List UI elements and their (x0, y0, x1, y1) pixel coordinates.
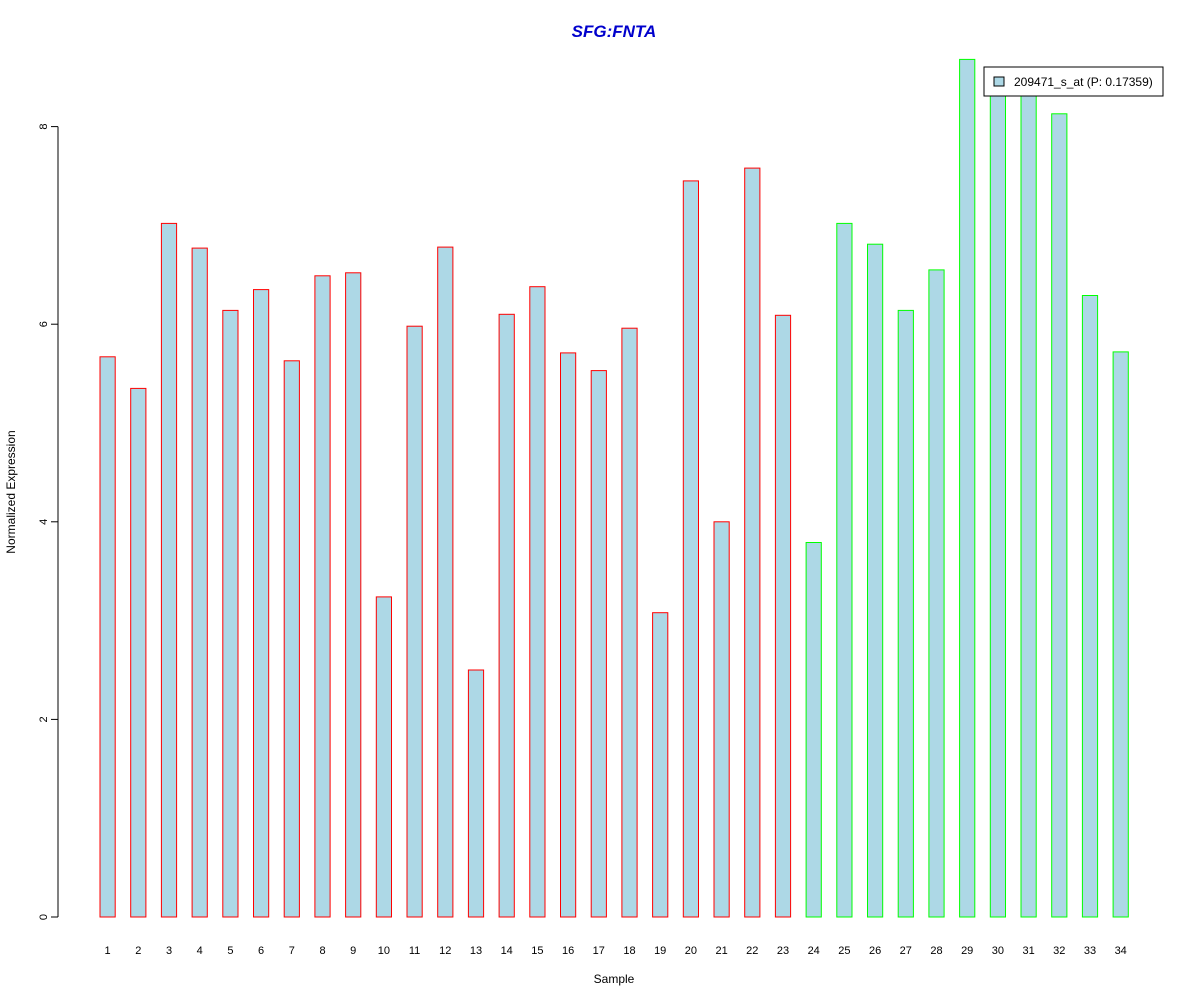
x-tick-label: 22 (746, 945, 758, 957)
bar-sample-1 (99, 356, 116, 918)
bar-sample-27 (897, 309, 914, 918)
x-tick-label: 20 (685, 945, 697, 957)
bar-sample-20 (682, 180, 699, 918)
bar-sample-19 (652, 612, 669, 918)
legend-box (983, 66, 1164, 97)
y-axis-label: Normalized Expression (4, 430, 18, 553)
x-tick-labels: 1 2 3 4 5 6 7 8 9 10 11 12 13 14 15 16 17 18 19 20 21 22 23 24 2… (105, 945, 1127, 957)
legend-label: 209471_s_at (P: 0.17359) (1014, 75, 1153, 89)
x-tick-label: 34 (1115, 945, 1127, 957)
bar-sample-7 (283, 360, 300, 918)
bar-sample-30 (989, 91, 1006, 918)
x-tick-label: 2 (135, 945, 141, 957)
x-tick-label: 11 (409, 945, 420, 957)
bar-sample-13 (467, 669, 485, 918)
x-tick-label: 13 (470, 945, 482, 957)
legend-swatch (993, 76, 1005, 87)
bar-sample-6 (253, 289, 270, 918)
x-tick-label: 18 (623, 945, 635, 957)
x-tick-label: 14 (501, 945, 513, 957)
bar-sample-28 (928, 269, 945, 918)
x-tick-label: 33 (1084, 945, 1096, 957)
x-tick-label: 30 (992, 945, 1004, 957)
x-tick-label: 21 (715, 945, 727, 957)
bar-sample-26 (867, 243, 884, 918)
bar-sample-18 (621, 327, 638, 918)
y-tick-label: 0 (38, 914, 50, 920)
x-tick-label: 24 (808, 945, 820, 957)
bar-sample-5 (222, 309, 239, 918)
bar-sample-22 (744, 167, 761, 918)
bar-sample-29 (959, 58, 976, 918)
x-tick-label: 25 (838, 945, 850, 957)
x-tick-label: 5 (227, 945, 233, 957)
bar-sample-16 (560, 352, 577, 918)
bar-sample-8 (314, 275, 331, 918)
y-tick-label: 8 (38, 124, 50, 130)
bar-sample-33 (1081, 295, 1099, 918)
x-tick-label: 3 (166, 945, 172, 957)
y-axis: 0 2 4 6 8 (38, 124, 59, 920)
bar-sample-11 (406, 325, 423, 918)
x-tick-label: 9 (350, 945, 356, 957)
bar-sample-12 (437, 246, 454, 918)
bar-sample-4 (191, 247, 208, 918)
bar-sample-15 (529, 286, 546, 918)
x-axis-label: Sample (594, 972, 635, 986)
x-tick-label: 32 (1053, 945, 1065, 957)
bar-sample-3 (160, 222, 178, 918)
x-tick-label: 10 (378, 945, 390, 957)
x-tick-label: 7 (289, 945, 295, 957)
bar-sample-24 (805, 542, 822, 918)
y-tick-label: 6 (38, 321, 50, 327)
y-tick-label: 4 (38, 519, 50, 525)
y-tick-label: 2 (38, 716, 50, 722)
x-tick-label: 12 (439, 945, 451, 957)
x-tick-label: 1 (105, 945, 111, 957)
legend: 209471_s_at (P: 0.17359) (983, 66, 1164, 97)
x-tick-label: 19 (654, 945, 666, 957)
bar-sample-9 (345, 272, 362, 918)
x-tick-label: 29 (961, 945, 973, 957)
bar-sample-25 (836, 222, 853, 918)
bars (99, 58, 1129, 918)
bar-sample-23 (774, 314, 792, 918)
bar-sample-21 (713, 521, 730, 918)
bar-sample-17 (590, 370, 607, 918)
bar-sample-2 (130, 387, 147, 918)
bar-sample-10 (375, 596, 392, 918)
x-tick-label: 6 (258, 945, 264, 957)
x-tick-label: 31 (1022, 945, 1034, 957)
x-tick-label: 27 (900, 945, 912, 957)
x-tick-label: 26 (869, 945, 881, 957)
bar-sample-31 (1020, 91, 1037, 918)
bar-sample-14 (498, 313, 515, 918)
x-tick-label: 28 (930, 945, 942, 957)
x-tick-label: 15 (531, 945, 543, 957)
x-tick-label: 8 (319, 945, 325, 957)
chart-title: SFG:FNTA (572, 22, 657, 41)
x-tick-label: 4 (197, 945, 203, 957)
x-tick-label: 23 (777, 945, 789, 957)
x-tick-label: 16 (562, 945, 574, 957)
bar-sample-32 (1051, 113, 1068, 918)
x-tick-label: 17 (593, 945, 605, 957)
bar-sample-34 (1112, 351, 1129, 918)
